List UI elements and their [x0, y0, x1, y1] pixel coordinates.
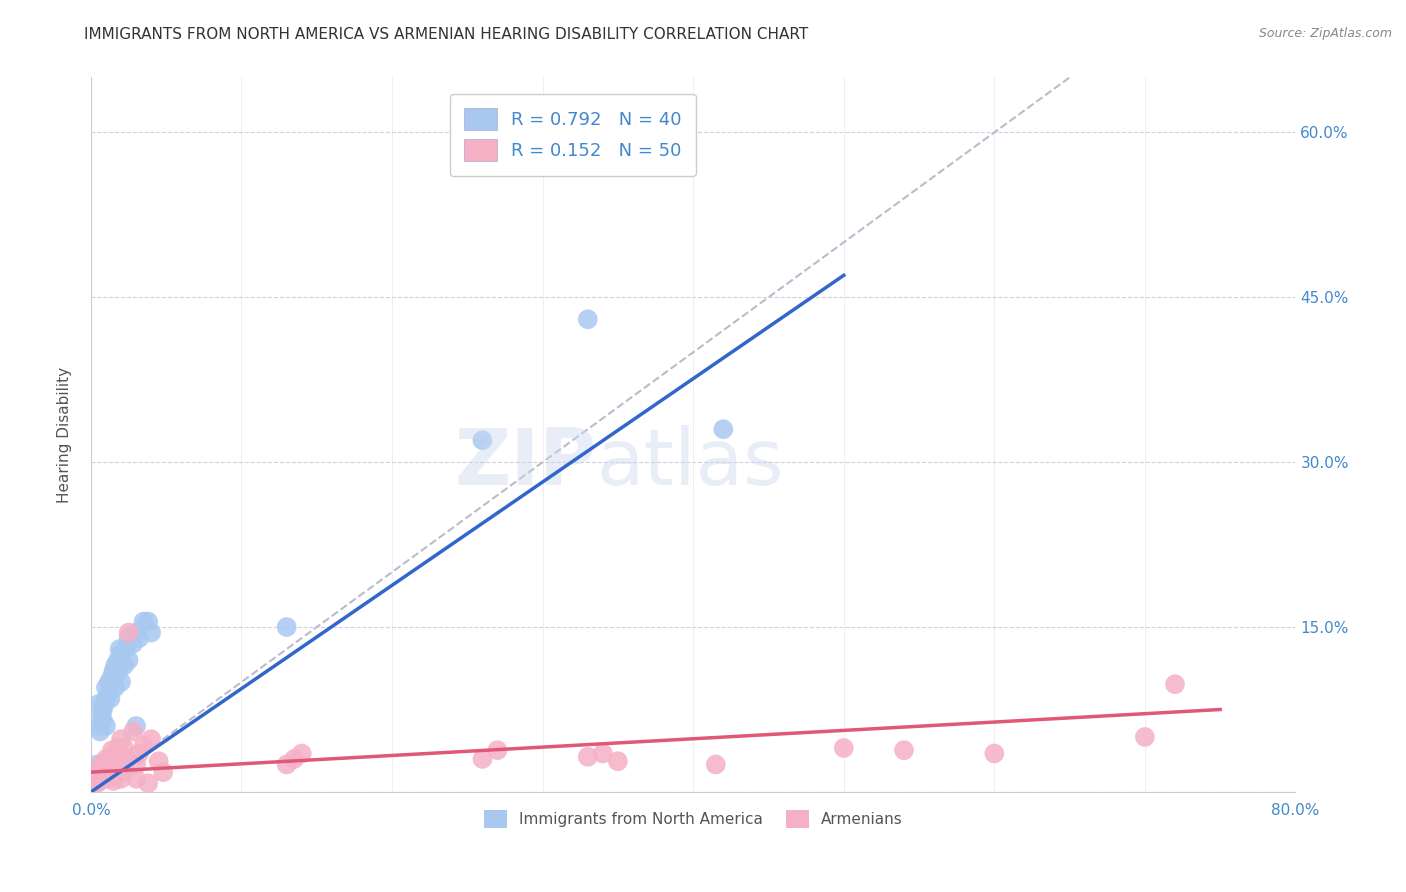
Point: [96, 772, 118, 786]
Point: [86, 776, 108, 790]
Point: [94, 691, 117, 706]
Point: [98, 675, 121, 690]
Point: [283, 752, 305, 766]
Point: [592, 747, 614, 761]
Point: [87, 719, 110, 733]
Point: [90, 708, 112, 723]
Point: [576, 749, 599, 764]
Point: [1133, 730, 1156, 744]
Point: [101, 743, 124, 757]
Point: [98, 686, 121, 700]
Point: [107, 664, 129, 678]
Point: [86, 757, 108, 772]
Point: [117, 631, 139, 645]
Point: [98, 754, 121, 768]
Point: [117, 653, 139, 667]
Point: [93, 697, 115, 711]
Point: [110, 732, 132, 747]
Point: [117, 625, 139, 640]
Point: [606, 754, 628, 768]
Point: [107, 741, 129, 756]
Point: [91, 768, 114, 782]
Point: [100, 768, 122, 782]
Point: [1164, 677, 1187, 691]
Point: [122, 636, 145, 650]
Point: [152, 765, 174, 780]
Point: [122, 724, 145, 739]
Text: ZIP: ZIP: [454, 425, 596, 501]
Point: [94, 681, 117, 695]
Point: [112, 658, 135, 673]
Point: [125, 757, 148, 772]
Point: [83, 776, 105, 790]
Point: [89, 774, 111, 789]
Point: [711, 422, 734, 436]
Point: [132, 739, 155, 753]
Text: IMMIGRANTS FROM NORTH AMERICA VS ARMENIAN HEARING DISABILITY CORRELATION CHART: IMMIGRANTS FROM NORTH AMERICA VS ARMENIA…: [84, 27, 808, 42]
Point: [104, 658, 127, 673]
Point: [101, 669, 124, 683]
Point: [90, 757, 112, 772]
Legend: Immigrants from North America, Armenians: Immigrants from North America, Armenians: [478, 804, 908, 834]
Point: [132, 615, 155, 629]
Point: [128, 747, 150, 761]
Point: [103, 675, 125, 690]
Point: [983, 747, 1005, 761]
Point: [276, 620, 298, 634]
Point: [136, 776, 159, 790]
Point: [104, 747, 127, 761]
Point: [84, 763, 107, 777]
Y-axis label: Hearing Disability: Hearing Disability: [58, 367, 72, 503]
Point: [125, 772, 148, 786]
Point: [94, 761, 117, 775]
Point: [84, 772, 107, 786]
Point: [93, 763, 115, 777]
Point: [128, 631, 150, 645]
Point: [832, 741, 855, 756]
Text: Source: ZipAtlas.com: Source: ZipAtlas.com: [1258, 27, 1392, 40]
Point: [276, 757, 298, 772]
Point: [87, 763, 110, 777]
Point: [125, 719, 148, 733]
Point: [112, 741, 135, 756]
Point: [110, 675, 132, 690]
Point: [115, 752, 138, 766]
Point: [110, 772, 132, 786]
Point: [89, 724, 111, 739]
Point: [136, 615, 159, 629]
Point: [87, 697, 110, 711]
Point: [125, 625, 148, 640]
Point: [486, 743, 509, 757]
Point: [114, 642, 136, 657]
Point: [291, 747, 314, 761]
Text: atlas: atlas: [596, 425, 785, 501]
Point: [471, 752, 494, 766]
Point: [141, 625, 163, 640]
Point: [104, 681, 127, 695]
Point: [108, 642, 131, 657]
Point: [94, 719, 117, 733]
Point: [90, 765, 112, 780]
Point: [704, 757, 727, 772]
Point: [100, 691, 122, 706]
Point: [87, 768, 110, 782]
Point: [103, 757, 125, 772]
Point: [893, 743, 915, 757]
Point: [471, 433, 494, 447]
Point: [112, 765, 135, 780]
Point: [94, 752, 117, 766]
Point: [103, 664, 125, 678]
Point: [141, 732, 163, 747]
Point: [107, 653, 129, 667]
Point: [103, 774, 125, 789]
Point: [91, 714, 114, 728]
Point: [91, 702, 114, 716]
Point: [110, 648, 132, 662]
Point: [576, 312, 599, 326]
Point: [148, 754, 170, 768]
Point: [108, 754, 131, 768]
